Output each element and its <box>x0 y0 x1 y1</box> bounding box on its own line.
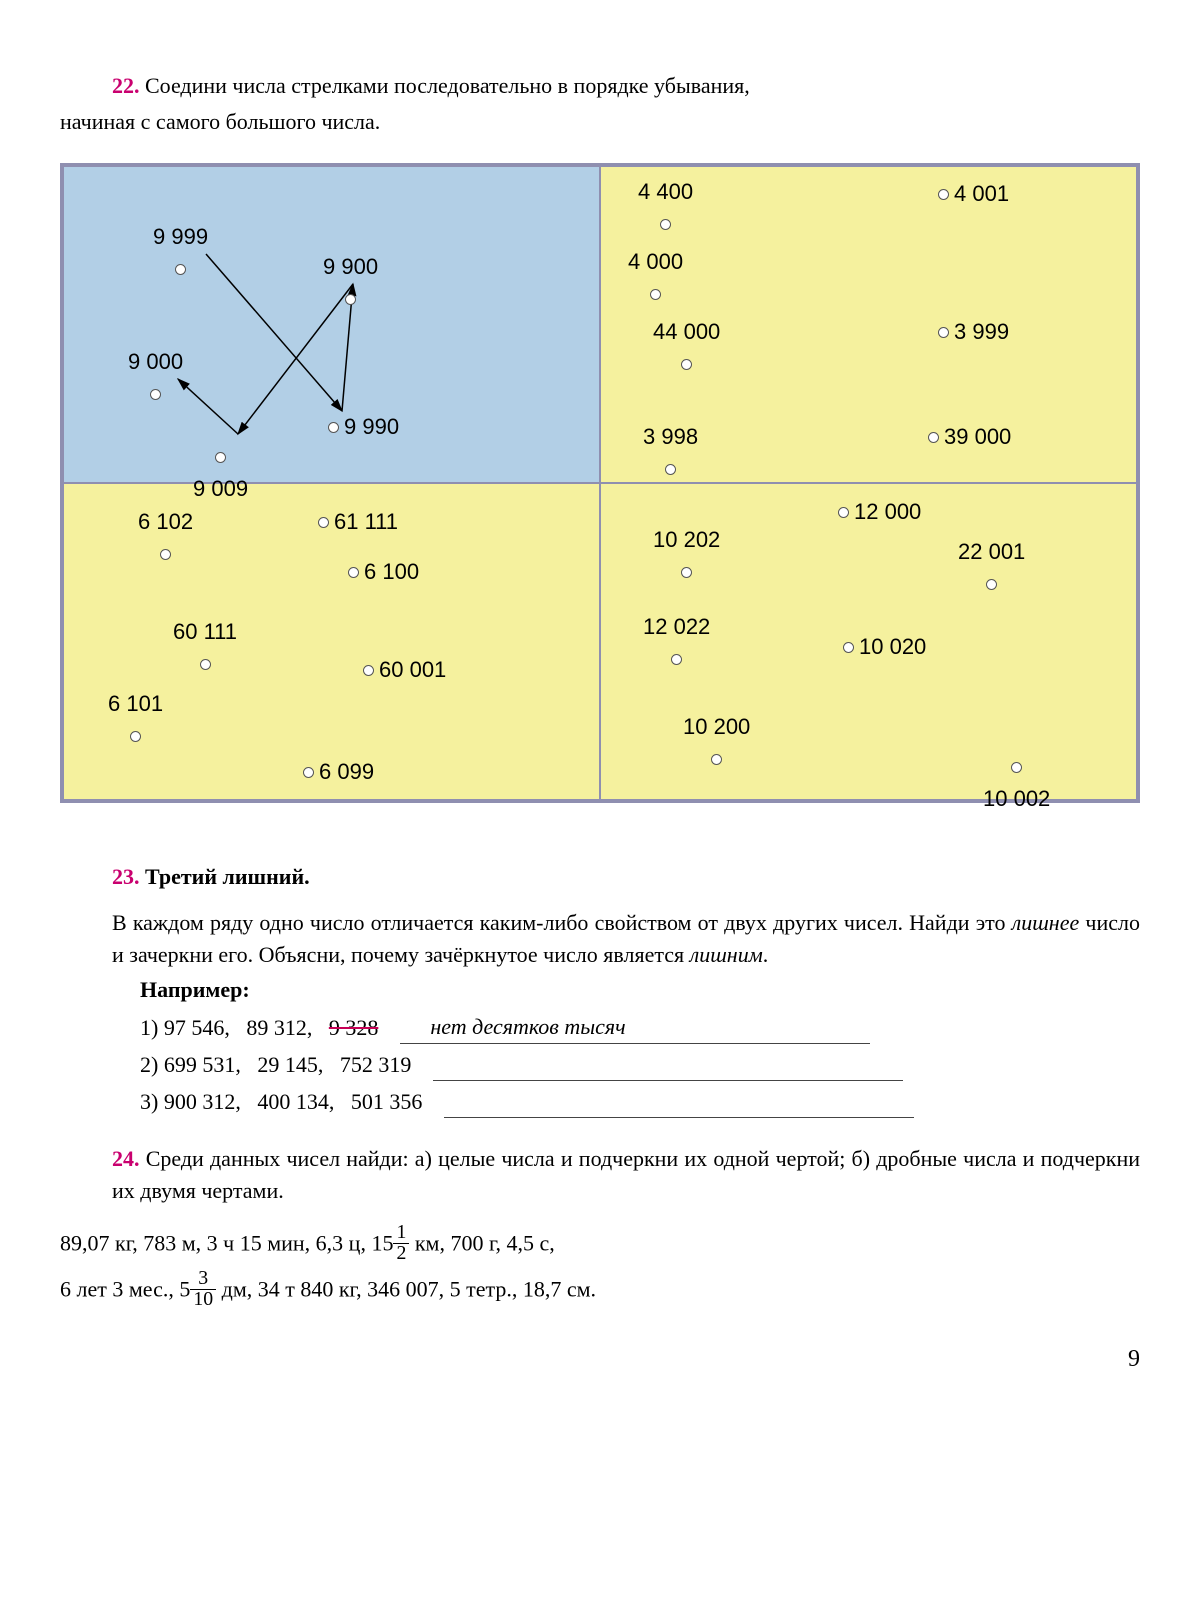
ex22-line2: начиная с самого большого числа. <box>60 106 1140 138</box>
number-marker: 44 000 <box>653 316 720 380</box>
dot-icon <box>1011 762 1022 773</box>
ex24-number: 24. <box>112 1146 140 1171</box>
number-marker: 60 001 <box>358 654 446 686</box>
answer-blank[interactable] <box>444 1117 914 1118</box>
number-marker: 6 101 <box>108 688 163 752</box>
number-marker: 3 999 <box>933 316 1009 348</box>
dot-icon <box>328 422 339 433</box>
ex23-number: 23. <box>112 864 140 889</box>
dot-icon <box>843 642 854 653</box>
dot-icon <box>348 567 359 578</box>
number-marker: 9 990 <box>323 411 399 443</box>
dot-icon <box>838 507 849 518</box>
number-marker: 39 000 <box>923 421 1011 453</box>
dot-icon <box>318 517 329 528</box>
ex24-head: 24. Среди данных чисел найди: а) целые ч… <box>112 1143 1140 1207</box>
dot-icon <box>363 665 374 676</box>
number-marker: 10 002 <box>983 751 1050 815</box>
ex24-line2: 6 лет 3 мес., 5310 дм, 34 т 840 кг, 346 … <box>60 1271 1140 1312</box>
number-marker: 4 000 <box>628 246 683 310</box>
number-marker: 10 020 <box>838 631 926 663</box>
ex22-figure: 9 999 9 900 9 000 9 990 9 009 4 400 4 001 4 000… <box>60 163 1140 803</box>
dot-icon <box>660 219 671 230</box>
ex24-line1: 89,07 кг, 783 м, 3 ч 15 мин, 6,3 ц, 1512… <box>60 1225 1140 1266</box>
ex23-eg-label: Например: <box>140 974 1140 1006</box>
ex23-rows-container: 1) 97 546, 89 312, 9 328 нет десятков ты… <box>60 1011 1140 1118</box>
number-marker: 60 111 <box>173 616 237 680</box>
fraction-1-2: 12 <box>393 1223 409 1264</box>
dot-icon <box>938 327 949 338</box>
number-marker: 10 202 <box>653 524 720 588</box>
dot-icon <box>711 754 722 765</box>
number-marker: 10 200 <box>683 711 750 775</box>
number-marker: 6 102 <box>138 506 193 570</box>
ex23-row: 2) 699 531, 29 145, 752 319 <box>140 1049 1140 1081</box>
ex22-number: 22. <box>112 73 140 98</box>
dot-icon <box>928 432 939 443</box>
dot-icon <box>671 654 682 665</box>
ex23-head: 23. Третий лишний. <box>112 861 1140 893</box>
dot-icon <box>150 389 161 400</box>
dot-icon <box>938 189 949 200</box>
ex22-line1: 22. Соедини числа стрелками последовател… <box>112 70 1140 102</box>
dot-icon <box>130 731 141 742</box>
ex23-row: 3) 900 312, 400 134, 501 356 <box>140 1086 1140 1118</box>
ex23-title: Третий лишний. <box>145 864 310 889</box>
number-marker: 4 001 <box>933 178 1009 210</box>
answer-blank[interactable] <box>433 1080 903 1081</box>
number-marker: 9 999 <box>153 221 208 285</box>
number-marker: 9 000 <box>128 346 183 410</box>
number-marker: 6 099 <box>298 756 374 788</box>
dot-icon <box>986 579 997 590</box>
ex22-text-a: Соедини числа стрелками последовательно … <box>145 73 750 98</box>
number-marker: 9 009 <box>193 441 248 505</box>
dot-icon <box>160 549 171 560</box>
ex24-text: Среди данных чисел найди: а) целые числа… <box>112 1146 1140 1203</box>
dot-icon <box>681 359 692 370</box>
number-marker: 4 400 <box>638 176 693 240</box>
dot-icon <box>200 659 211 670</box>
dot-icon <box>681 567 692 578</box>
number-marker: 9 900 <box>323 251 378 315</box>
dot-icon <box>175 264 186 275</box>
number-marker: 22 001 <box>958 536 1025 600</box>
dot-icon <box>303 767 314 778</box>
dot-icon <box>345 294 356 305</box>
answer-blank[interactable]: нет десятков тысяч <box>400 1011 870 1044</box>
number-marker: 61 111 <box>313 506 398 538</box>
dot-icon <box>665 464 676 475</box>
number-marker: 12 000 <box>833 496 921 528</box>
ex23-row: 1) 97 546, 89 312, 9 328 нет десятков ты… <box>140 1011 1140 1044</box>
number-marker: 6 100 <box>343 556 419 588</box>
fraction-3-10: 310 <box>190 1269 216 1310</box>
page-number: 9 <box>60 1342 1140 1377</box>
dot-icon <box>650 289 661 300</box>
number-marker: 3 998 <box>643 421 698 485</box>
number-marker: 12 022 <box>643 611 710 675</box>
ex23-para: В каждом ряду одно число отличается каки… <box>112 907 1140 971</box>
dot-icon <box>215 452 226 463</box>
